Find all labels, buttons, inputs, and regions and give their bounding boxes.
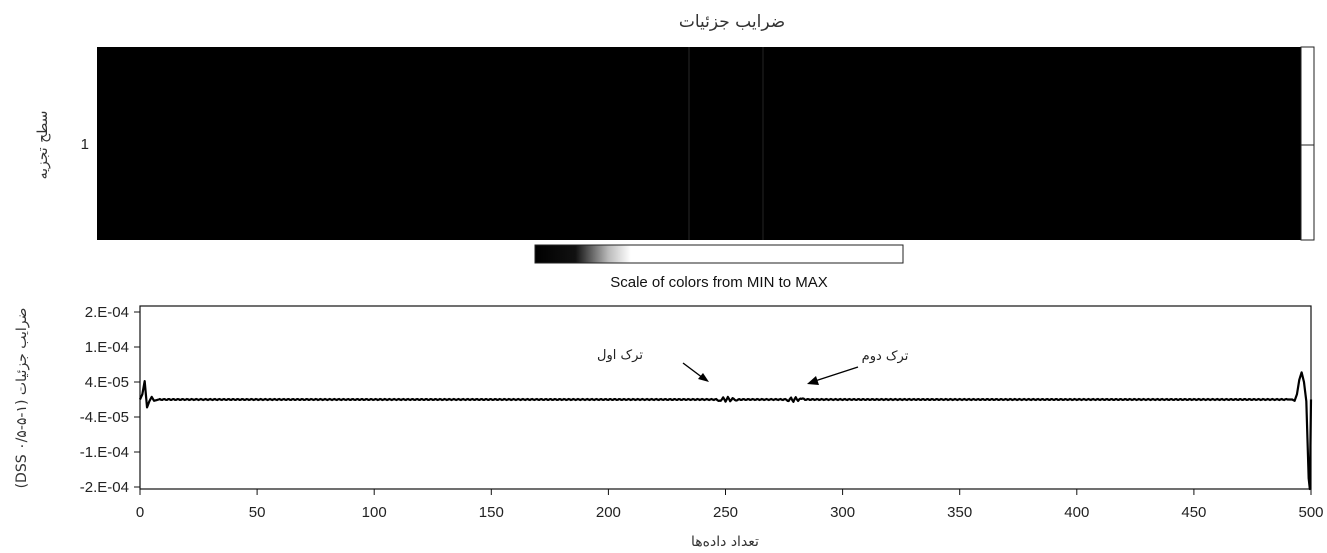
annotation-first-crack: ترک اول <box>597 348 643 363</box>
x-tick-label: 250 <box>713 504 738 521</box>
annotation-second-crack: ترک دوم <box>862 349 909 364</box>
heatmap-bright-column <box>762 47 764 240</box>
line-x-axis-label: تعداد داده‌ها <box>691 534 759 550</box>
heatmap-edge-strip <box>1300 46 1315 241</box>
y-tick-label: 2.E-04 <box>85 304 129 321</box>
heatmap-bright-column <box>688 47 690 240</box>
x-tick-label: 150 <box>479 504 504 521</box>
colorbar <box>534 244 904 264</box>
y-axis: 2.E-04 1.E-04 4.E-05 -4.E-05 -1.E-04 -2.E-04 <box>80 304 140 496</box>
annotation-arrow-second <box>814 366 859 382</box>
y-tick-label: -4.E-05 <box>80 409 129 426</box>
x-tick-label: 50 <box>249 504 266 521</box>
line-y-axis-label: ضرایب جزئیات (DSS ۰/۵-۵-۱) <box>14 308 30 489</box>
x-tick-label: 350 <box>947 504 972 521</box>
y-tick-label: -1.E-04 <box>80 444 129 461</box>
x-tick-label: 500 <box>1298 504 1323 521</box>
annotation-arrowhead-first <box>698 373 709 382</box>
y-tick-label: 1.E-04 <box>85 339 129 356</box>
heatmap-title: ضرایب جزئیات <box>679 12 785 32</box>
colorbar-label: Scale of colors from MIN to MAX <box>610 274 828 291</box>
x-tick-label: 400 <box>1064 504 1089 521</box>
annotation-arrow-first <box>682 362 704 379</box>
plot-area <box>139 305 1312 490</box>
x-tick-label: 0 <box>136 504 144 521</box>
x-axis: 0 50 100 150 200 250 300 350 400 450 500 <box>136 489 1324 521</box>
y-tick-label: -2.E-04 <box>80 479 129 496</box>
heatmap-row-label: 1 <box>81 136 89 153</box>
x-tick-label: 200 <box>596 504 621 521</box>
y-tick-label: 4.E-05 <box>85 374 129 391</box>
series-line <box>138 371 1313 491</box>
annotation-arrowhead-second <box>807 376 819 385</box>
heatmap-cells <box>97 47 1301 240</box>
heatmap-y-axis-label: سطح تجزیه <box>35 111 51 180</box>
x-tick-label: 300 <box>830 504 855 521</box>
x-tick-label: 100 <box>362 504 387 521</box>
x-tick-label: 450 <box>1181 504 1206 521</box>
